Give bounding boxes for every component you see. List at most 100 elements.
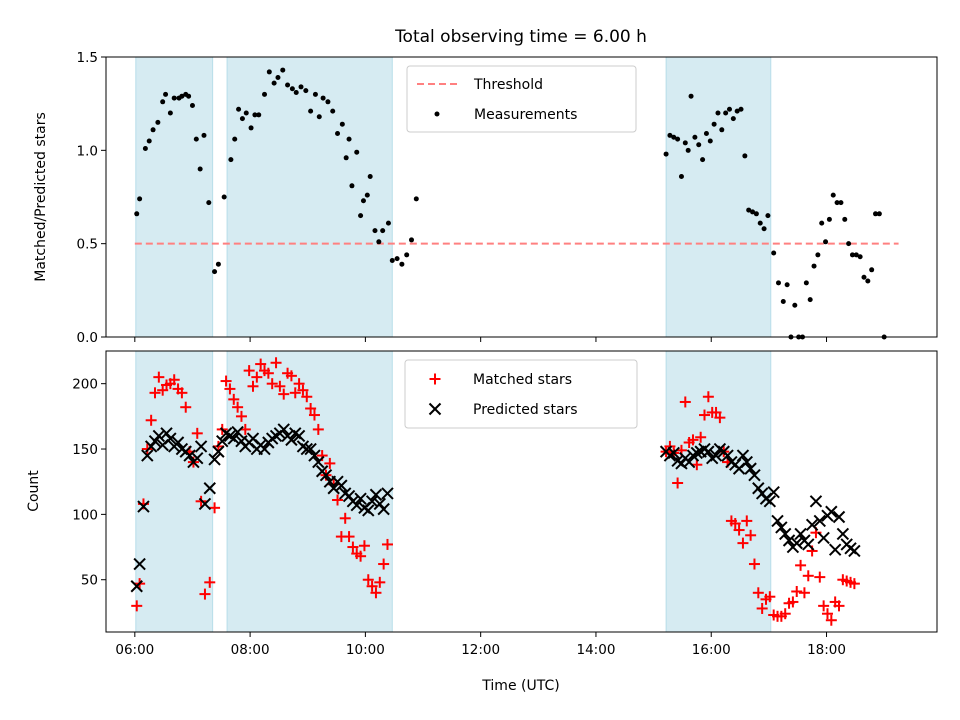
matched-point xyxy=(289,387,301,399)
measurement-point xyxy=(171,95,177,101)
measurement-point xyxy=(761,226,767,232)
predicted-point xyxy=(763,495,777,508)
measurement-point xyxy=(134,211,140,217)
predicted-point xyxy=(369,488,383,501)
matched-point xyxy=(358,540,370,552)
matched-point xyxy=(332,494,344,506)
measurement-point xyxy=(256,112,262,118)
matched-point xyxy=(741,515,753,527)
measurement-point xyxy=(876,211,882,217)
predicted-point-b xyxy=(285,433,298,447)
measurement-point xyxy=(738,106,744,112)
predicted-point-b xyxy=(782,534,796,547)
matched-point xyxy=(737,537,749,549)
matched-point xyxy=(733,524,745,536)
matched-point xyxy=(818,600,830,612)
predicted-point xyxy=(744,462,757,475)
measurement-point xyxy=(849,252,855,258)
matched-point xyxy=(787,596,799,608)
measurement-point xyxy=(346,136,352,142)
predicted-point-b xyxy=(369,488,383,501)
matched-point xyxy=(262,367,274,379)
matched-point xyxy=(153,371,165,383)
predicted-point xyxy=(365,495,379,508)
predicted-point-b xyxy=(141,449,154,462)
measurement-point xyxy=(775,280,781,286)
measurement-point xyxy=(873,211,879,217)
x-tick-label: 10:00 xyxy=(346,642,385,658)
measurement-point xyxy=(830,192,836,198)
measurement-point xyxy=(186,93,192,99)
predicted-point xyxy=(141,449,154,462)
measurement-point xyxy=(389,257,395,263)
predicted-point xyxy=(802,538,815,551)
predicted-point-b xyxy=(805,518,819,532)
predicted-point-b xyxy=(137,500,150,513)
matched-point xyxy=(228,393,240,405)
measurement-point xyxy=(137,196,143,202)
matched-point xyxy=(251,371,263,383)
matched-point xyxy=(199,588,211,600)
predicted-point xyxy=(736,449,750,462)
predicted-point xyxy=(171,436,185,449)
matched-point xyxy=(149,387,161,399)
threshold-legend-label: Threshold xyxy=(473,77,543,93)
predicted-point xyxy=(832,510,846,524)
predicted-point xyxy=(709,449,723,462)
matched-point xyxy=(266,378,278,390)
measurement-point xyxy=(711,121,717,127)
predicted-point-b xyxy=(216,434,229,448)
predicted-point xyxy=(164,432,177,445)
top-panel: 0.0 0.5 1.0 1.5 Matched/Predicted stars Thr… xyxy=(33,50,938,346)
predicted-point-b xyxy=(164,432,177,445)
measurement-point xyxy=(280,67,286,73)
measurement-point xyxy=(742,153,748,159)
predicted-point-b xyxy=(771,514,784,528)
predicted-point xyxy=(227,432,240,445)
predicted-point xyxy=(813,514,827,528)
matched-point xyxy=(779,608,791,620)
matched-point xyxy=(247,380,259,392)
predicted-point-b xyxy=(748,468,761,482)
measurement-point xyxy=(861,274,867,280)
matched-point xyxy=(232,401,244,413)
predicted-point-b xyxy=(208,453,221,466)
predicted-point-b xyxy=(152,429,166,443)
predicted-point-b xyxy=(258,442,271,456)
matched-point xyxy=(224,383,236,395)
measurement-point xyxy=(678,173,684,179)
predicted-point xyxy=(137,500,150,513)
predicted-point xyxy=(809,495,823,508)
matched-point xyxy=(381,538,393,550)
matched-point xyxy=(687,434,699,446)
measurement-point xyxy=(367,173,373,179)
predicted-point-b xyxy=(319,468,333,482)
measurement-point xyxy=(163,91,169,97)
top-y-axis-label: Matched/Predicted stars xyxy=(33,112,49,282)
bottom-panel: 50 100 150 200 06:00 08:00 10:00 12:00 14:00 16:… xyxy=(26,350,938,694)
measurements-legend-swatch xyxy=(434,111,440,117)
measurement-point xyxy=(221,194,227,200)
shaded-interval xyxy=(665,350,772,633)
predicted-point-b xyxy=(292,429,306,443)
measurement-point xyxy=(685,147,691,153)
predicted-point-b xyxy=(744,462,757,475)
measurement-point xyxy=(266,69,272,75)
matched-point xyxy=(293,378,305,390)
matched-point xyxy=(168,374,180,386)
measurement-point xyxy=(409,237,415,243)
predicted-point-b xyxy=(794,527,807,541)
predicted-point-b xyxy=(836,527,850,541)
predicted-point-b xyxy=(365,495,379,508)
top-legend-box xyxy=(406,65,637,133)
measurement-point xyxy=(312,91,318,97)
matched-point xyxy=(752,587,764,599)
measurement-point xyxy=(671,134,677,140)
predicted-point-b xyxy=(300,442,313,456)
measurement-point xyxy=(865,278,871,284)
predicted-point xyxy=(203,482,216,495)
predicted-point-b xyxy=(277,423,290,436)
predicted-point xyxy=(198,497,212,511)
matched-point xyxy=(362,574,374,586)
measurement-point xyxy=(303,88,309,94)
